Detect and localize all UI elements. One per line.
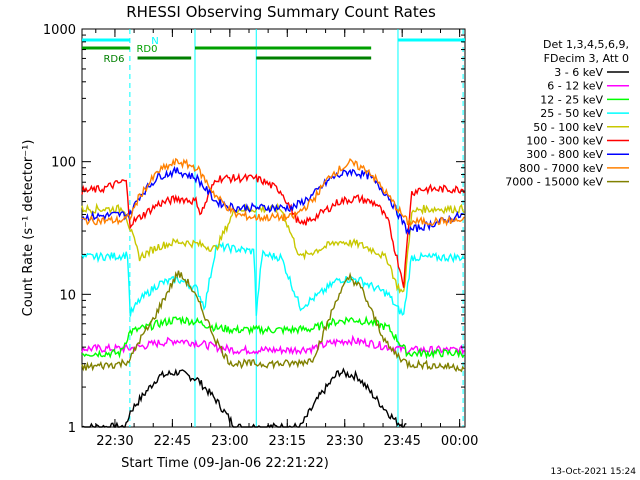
y-axis: 1 10 100 1000 [43, 23, 465, 436]
series-group [81, 157, 465, 429]
x-axis: 22:30 22:45 23:00 23:15 23:30 23:45 00:00 [95, 29, 478, 449]
legend-label: 800 - 7000 keV [519, 162, 603, 175]
x-tick-label: 23:15 [269, 434, 306, 449]
series-line-6-12-kev [81, 334, 465, 357]
x-tick-label: 22:45 [154, 434, 191, 449]
series-line-3-6-kev [81, 367, 407, 429]
legend-label: 3 - 6 keV [554, 66, 603, 79]
series-line-12-25-kev [81, 315, 465, 360]
legend: Det 1,3,4,5,6,9,FDecim 3, Att 03 - 6 keV… [505, 38, 629, 189]
legend-label: 6 - 12 keV [547, 80, 603, 93]
legend-label: 50 - 100 keV [533, 121, 603, 134]
flag-label-n: N [151, 36, 158, 47]
x-tick-label: 23:45 [383, 434, 420, 449]
legend-label: 7000 - 15000 keV [505, 176, 603, 189]
legend-label: 300 - 800 keV [526, 148, 603, 161]
legend-header: FDecim 3, Att 0 [544, 52, 629, 65]
plot-frame [81, 28, 466, 428]
series-line-100-300-kev [81, 172, 465, 288]
x-tick-label: 22:30 [96, 434, 133, 449]
y-tick-label: 1 [68, 421, 76, 436]
saa-boundaries [194, 29, 257, 427]
chart-title: RHESSI Observing Summary Count Rates [126, 3, 436, 21]
series-line-800-7000-kev [81, 157, 465, 227]
legend-label: 12 - 25 keV [540, 93, 603, 106]
series-line-25-50-kev [81, 241, 465, 317]
x-tick-label: 23:30 [326, 434, 363, 449]
footer-timestamp: 13-Oct-2021 15:24 [551, 467, 637, 477]
legend-label: 100 - 300 keV [526, 135, 603, 148]
legend-label: 25 - 50 keV [540, 107, 603, 120]
y-tick-label: 1000 [43, 23, 76, 38]
x-tick-label: 00:00 [441, 434, 478, 449]
series-line-7000-15000-kev [81, 270, 465, 373]
x-tick-label: 23:00 [211, 434, 248, 449]
y-axis-label: Count Rate (s⁻¹ detector⁻¹) [21, 140, 36, 317]
y-tick-label: 100 [51, 156, 76, 171]
legend-header: Det 1,3,4,5,6,9, [543, 38, 629, 51]
x-axis-label: Start Time (09-Jan-06 22:21:22) [121, 456, 329, 471]
flag-label-rd6: RD6 [103, 54, 124, 65]
y-tick-label: 10 [59, 288, 76, 303]
flag-label-rd0: RD0 [136, 44, 157, 55]
